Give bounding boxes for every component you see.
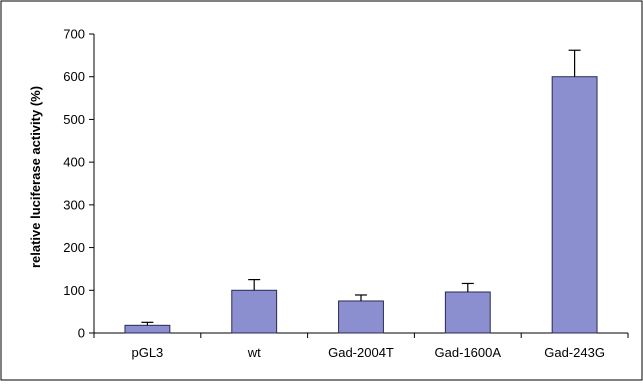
y-tick-label: 200 (63, 240, 85, 255)
y-tick-label: 300 (63, 197, 85, 212)
x-tick-label: Gad-243G (544, 345, 605, 360)
x-tick-label: pGL3 (131, 345, 163, 360)
plot-area: 0 100 200 300 400 500 600 700 pGL3 wt Gad-2004T Gad… (63, 27, 629, 360)
y-axis-title-group: relative luciferase activity (%) (28, 86, 43, 268)
bar (444, 291, 491, 334)
bar (551, 76, 598, 334)
y-tick-label: 600 (63, 69, 85, 84)
y-axis-title: relative luciferase activity (%) (28, 86, 43, 268)
x-tick-label: Gad-2004T (328, 345, 394, 360)
x-tick-label: Gad-1600A (435, 345, 502, 360)
bar (338, 300, 384, 334)
y-tick-label: 700 (63, 27, 85, 42)
y-tick-label: 400 (63, 155, 85, 170)
y-tick-label: 100 (63, 283, 85, 298)
y-tick-label: 0 (78, 326, 85, 341)
bar (124, 324, 171, 334)
x-tick-label: wt (247, 345, 261, 360)
bar (231, 289, 278, 334)
y-tick-label: 500 (63, 112, 85, 127)
